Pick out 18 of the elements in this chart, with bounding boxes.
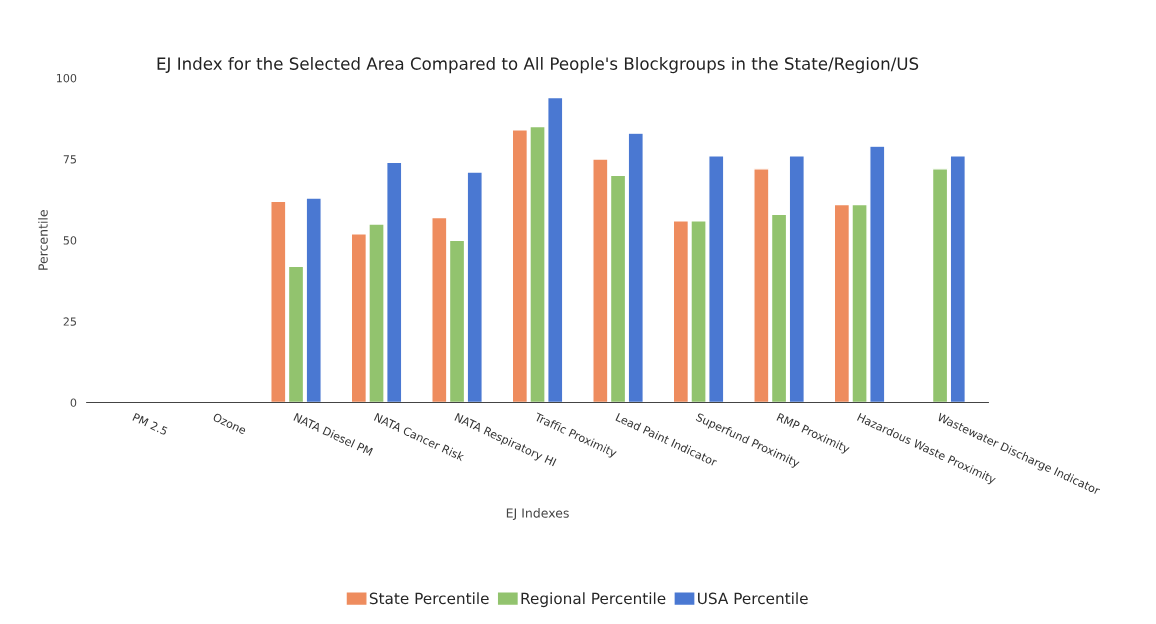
- y-tick-label: 75: [63, 155, 77, 164]
- legend-label: State Percentile: [369, 592, 489, 605]
- bar: [466, 171, 483, 403]
- y-axis-title: Percentile: [38, 210, 48, 270]
- y-tick-label: 0: [70, 398, 77, 407]
- y-tick-label: 25: [63, 317, 77, 326]
- y-tick-label: 100: [56, 73, 77, 83]
- legend-label: USA Percentile: [698, 592, 808, 605]
- bar: [788, 155, 805, 403]
- chart-title: EJ Index for the Selected Area Compared to All People's Blockgroups in the State/Region/US: [157, 57, 919, 74]
- x-axis-title: EJ Indexes: [506, 508, 569, 521]
- legend-label: Regional Percentile: [521, 592, 666, 608]
- bar: [949, 155, 967, 403]
- x-tick-label: PM 2.5: [132, 412, 169, 436]
- bar: [305, 197, 322, 403]
- bar: [627, 132, 644, 403]
- bar: [931, 168, 949, 403]
- y-tick-label: 50: [63, 236, 77, 245]
